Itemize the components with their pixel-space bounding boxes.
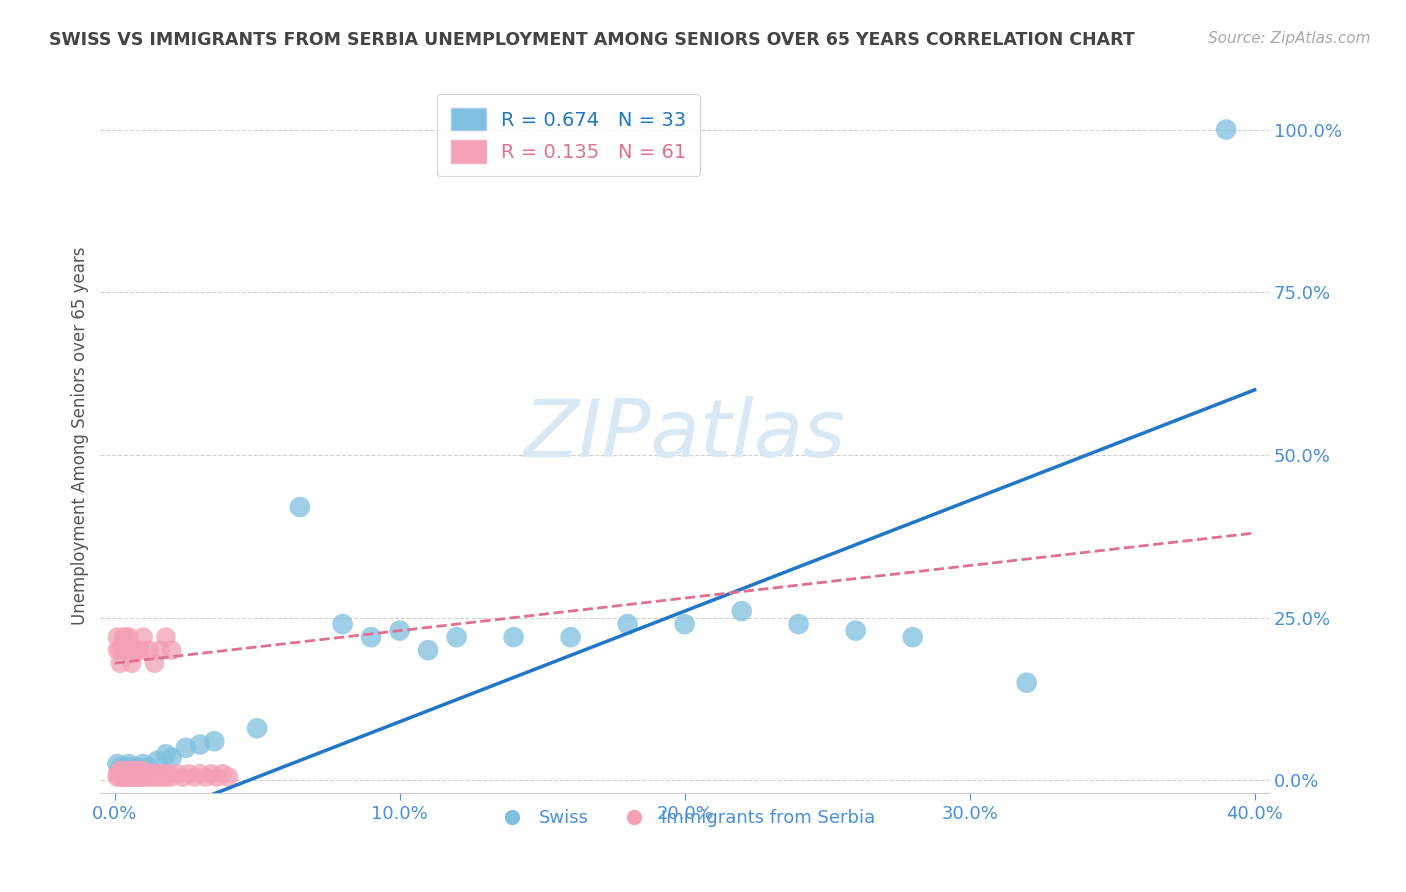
Point bbox=[138, 770, 160, 784]
Legend: Swiss, Immigrants from Serbia: Swiss, Immigrants from Serbia bbox=[486, 802, 883, 834]
Point bbox=[112, 767, 135, 781]
Point bbox=[177, 767, 200, 781]
Point bbox=[129, 770, 152, 784]
Point bbox=[212, 767, 235, 781]
Point bbox=[160, 750, 183, 764]
Point bbox=[143, 656, 166, 670]
Point bbox=[146, 767, 169, 781]
Point bbox=[155, 630, 177, 644]
Point bbox=[200, 767, 222, 781]
Text: Source: ZipAtlas.com: Source: ZipAtlas.com bbox=[1208, 31, 1371, 46]
Point bbox=[174, 740, 197, 755]
Point bbox=[107, 770, 129, 784]
Point bbox=[118, 643, 141, 657]
Point bbox=[132, 757, 155, 772]
Point bbox=[673, 617, 696, 632]
Point bbox=[149, 643, 172, 657]
Point bbox=[129, 643, 152, 657]
Point bbox=[155, 747, 177, 762]
Point bbox=[121, 656, 143, 670]
Point bbox=[132, 764, 155, 778]
Point bbox=[110, 643, 132, 657]
Point bbox=[115, 643, 138, 657]
Point bbox=[188, 738, 211, 752]
Point bbox=[787, 617, 810, 632]
Point bbox=[121, 764, 143, 778]
Point bbox=[172, 770, 194, 784]
Point bbox=[118, 767, 141, 781]
Point bbox=[115, 770, 138, 784]
Point bbox=[112, 630, 135, 644]
Point bbox=[218, 770, 240, 784]
Point bbox=[124, 643, 146, 657]
Point bbox=[138, 760, 160, 774]
Point bbox=[288, 500, 311, 514]
Point bbox=[118, 770, 141, 784]
Point bbox=[127, 770, 149, 784]
Point bbox=[157, 767, 180, 781]
Point bbox=[124, 770, 146, 784]
Point bbox=[127, 643, 149, 657]
Point bbox=[138, 643, 160, 657]
Point bbox=[188, 767, 211, 781]
Y-axis label: Unemployment Among Seniors over 65 years: Unemployment Among Seniors over 65 years bbox=[72, 246, 89, 624]
Point bbox=[149, 770, 172, 784]
Text: ZIPatlas: ZIPatlas bbox=[523, 396, 845, 475]
Point bbox=[112, 760, 135, 774]
Point bbox=[160, 643, 183, 657]
Point bbox=[360, 630, 382, 644]
Point bbox=[560, 630, 582, 644]
Point bbox=[845, 624, 868, 638]
Point bbox=[107, 643, 129, 657]
Point bbox=[127, 764, 149, 778]
Point bbox=[121, 643, 143, 657]
Point bbox=[194, 770, 217, 784]
Point bbox=[121, 770, 143, 784]
Point bbox=[132, 630, 155, 644]
Point bbox=[107, 757, 129, 772]
Point bbox=[118, 757, 141, 772]
Point bbox=[205, 770, 228, 784]
Point bbox=[416, 643, 439, 657]
Point bbox=[730, 604, 752, 618]
Point bbox=[107, 767, 129, 781]
Point bbox=[110, 770, 132, 784]
Point bbox=[115, 764, 138, 778]
Point bbox=[166, 767, 188, 781]
Point bbox=[146, 754, 169, 768]
Point bbox=[115, 760, 138, 774]
Point bbox=[112, 643, 135, 657]
Point bbox=[246, 721, 269, 735]
Point bbox=[1015, 675, 1038, 690]
Point bbox=[129, 767, 152, 781]
Point bbox=[446, 630, 468, 644]
Point bbox=[502, 630, 524, 644]
Point bbox=[160, 770, 183, 784]
Point bbox=[155, 770, 177, 784]
Point bbox=[124, 767, 146, 781]
Point bbox=[388, 624, 411, 638]
Point bbox=[127, 760, 149, 774]
Point bbox=[332, 617, 354, 632]
Point bbox=[110, 764, 132, 778]
Point bbox=[132, 770, 155, 784]
Point bbox=[183, 770, 205, 784]
Point bbox=[135, 767, 157, 781]
Point bbox=[110, 760, 132, 774]
Point bbox=[118, 630, 141, 644]
Point bbox=[152, 767, 174, 781]
Point bbox=[143, 770, 166, 784]
Point bbox=[124, 764, 146, 778]
Text: SWISS VS IMMIGRANTS FROM SERBIA UNEMPLOYMENT AMONG SENIORS OVER 65 YEARS CORRELA: SWISS VS IMMIGRANTS FROM SERBIA UNEMPLOY… bbox=[49, 31, 1135, 49]
Point bbox=[616, 617, 638, 632]
Point bbox=[112, 770, 135, 784]
Point bbox=[110, 656, 132, 670]
Point bbox=[1215, 122, 1237, 136]
Point bbox=[141, 767, 163, 781]
Point bbox=[121, 760, 143, 774]
Point bbox=[901, 630, 924, 644]
Point bbox=[202, 734, 225, 748]
Point bbox=[107, 630, 129, 644]
Point bbox=[115, 630, 138, 644]
